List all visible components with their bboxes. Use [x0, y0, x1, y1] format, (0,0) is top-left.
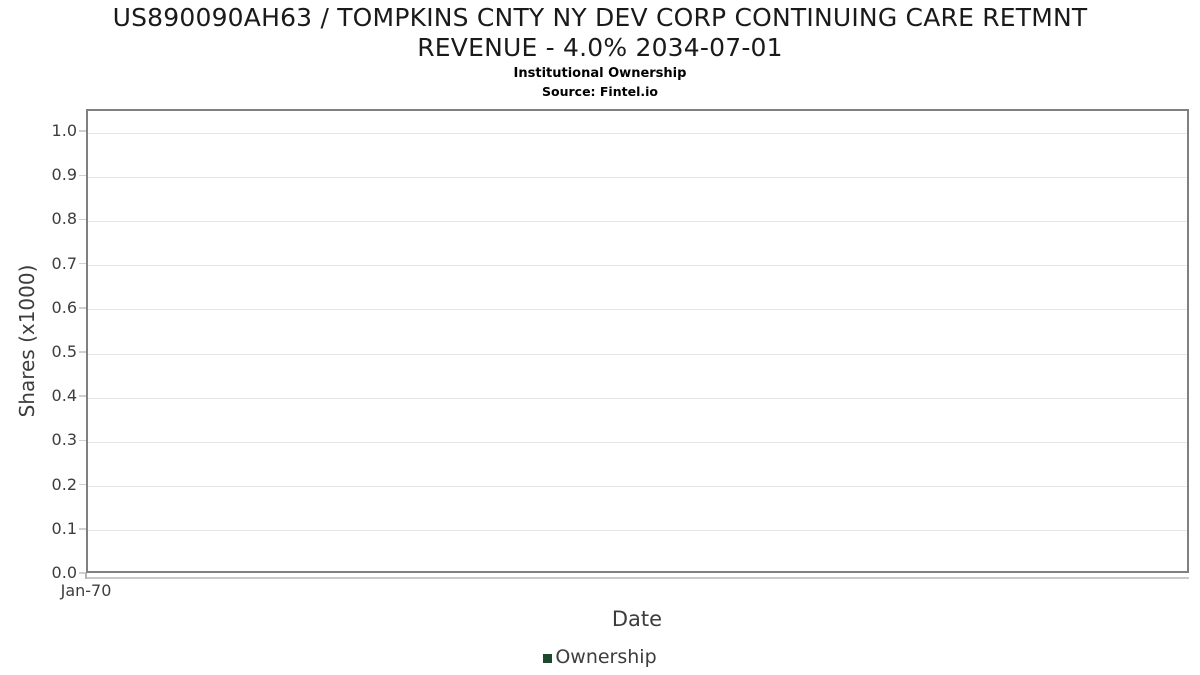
y-tick-label: 0.0: [51, 563, 77, 582]
legend-marker-ownership: [543, 653, 553, 663]
y-tick-mark: [79, 395, 86, 397]
y-gridline: [88, 265, 1187, 267]
y-tick-mark: [79, 351, 86, 353]
y-gridline: [88, 530, 1187, 532]
y-gridline: [88, 353, 1187, 355]
y-tick-label: 0.2: [51, 474, 77, 494]
y-gridline: [88, 309, 1187, 311]
y-tick-label: 0.3: [51, 430, 77, 450]
y-tick-mark: [79, 439, 86, 442]
y-tick-label: 0.1: [51, 518, 77, 538]
y-tick-mark: [79, 218, 86, 221]
y-tick-mark: [79, 174, 86, 177]
legend-label-ownership: Ownership: [555, 646, 657, 668]
y-gridline: [88, 486, 1187, 488]
x-tick-label: Jan-70: [60, 581, 112, 600]
x-axis-title: Date: [611, 607, 663, 631]
chart-title: US890090AH63 / TOMPKINS CNTY NY DEV CORP…: [0, 3, 1200, 63]
chart-title-line1: US890090AH63 / TOMPKINS CNTY NY DEV CORP…: [112, 3, 1088, 32]
y-gridline: [88, 176, 1187, 178]
x-axis-line: [86, 577, 1189, 579]
x-tick-mark: [85, 573, 87, 579]
chart-subtitle: Institutional Ownership: [513, 66, 687, 81]
y-tick-mark: [79, 130, 86, 132]
y-gridline: [88, 132, 1187, 134]
y-tick-mark: [79, 483, 86, 486]
y-tick-mark: [79, 307, 86, 309]
chart-title-line2: REVENUE - 4.0% 2034-07-01: [417, 33, 783, 62]
chart-source: Source: Fintel.io: [542, 84, 658, 99]
plot-area: [86, 109, 1189, 573]
y-tick-label: 1.0: [51, 121, 77, 141]
y-tick-mark: [79, 262, 86, 265]
y-tick-label: 0.9: [51, 165, 77, 185]
y-tick-label: 0.8: [51, 209, 77, 229]
y-axis-title: Shares (x1000): [15, 264, 39, 418]
y-gridline: [88, 397, 1187, 399]
y-gridline: [88, 220, 1187, 222]
y-tick-mark: [79, 528, 86, 530]
y-gridline: [88, 441, 1187, 443]
legend[interactable]: Ownership: [0, 646, 1200, 668]
